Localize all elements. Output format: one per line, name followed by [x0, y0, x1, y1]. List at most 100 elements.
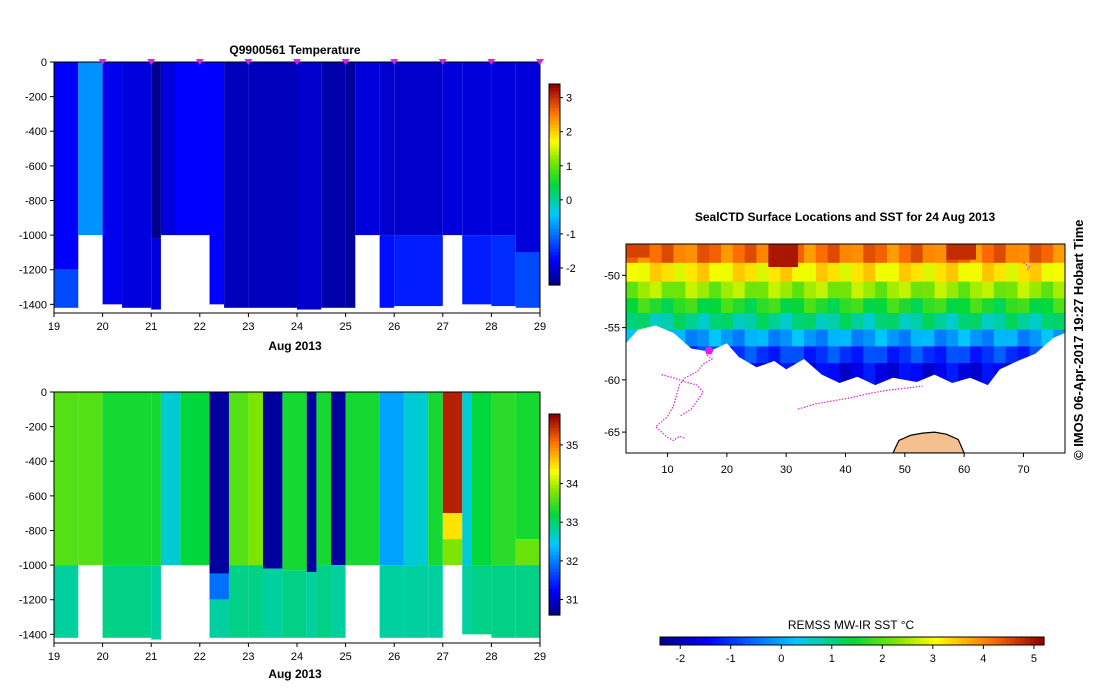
sst-cell	[898, 312, 912, 331]
sst-cell	[697, 298, 710, 314]
colorbar-step	[549, 127, 560, 132]
x-tick-label: 27	[437, 321, 449, 333]
sst-cell	[863, 346, 876, 364]
salinity-colorbar: 35 34 33 32 31	[548, 413, 578, 616]
sst-colorbar-step	[957, 637, 963, 645]
sst-cell	[839, 281, 853, 299]
sst-cell	[970, 281, 983, 299]
colorbar-step	[549, 457, 560, 462]
sst-cell	[851, 329, 864, 348]
sst-cell	[709, 298, 722, 314]
sst-cell	[946, 281, 959, 299]
sst-cell	[981, 244, 995, 264]
profile-cell	[515, 252, 540, 308]
profile-cell	[248, 392, 263, 566]
sst-cell	[720, 262, 734, 283]
sst-warm-patch	[768, 244, 799, 267]
antarctic-land	[892, 431, 965, 453]
colorbar-step	[549, 171, 560, 176]
profile-cell	[151, 238, 161, 310]
sst-cell	[649, 298, 663, 314]
sst-colorbar-step	[890, 637, 896, 645]
sst-cell	[851, 262, 864, 283]
x-tick-label: 28	[485, 321, 497, 333]
sst-colorbar-step	[756, 637, 762, 645]
sst-cell	[946, 312, 959, 331]
y-tick-label: -200	[25, 422, 47, 434]
sst-cell	[1017, 298, 1031, 314]
colorbar-step	[549, 514, 560, 519]
sst-cell	[875, 262, 888, 283]
profile-cell	[102, 565, 152, 638]
sst-colorbar-step	[832, 637, 839, 645]
profile-cell	[102, 62, 123, 305]
sst-colorbar-step	[784, 637, 791, 645]
sst-colorbar-step	[684, 637, 690, 645]
colorbar-step	[549, 444, 560, 449]
sst-colorbar-frame	[659, 636, 1045, 646]
sst-cell	[744, 262, 758, 283]
sst-cell	[970, 298, 983, 314]
sst-colorbar-step	[1020, 637, 1026, 645]
sst-cell	[697, 329, 710, 348]
lon-tick-label: 60	[958, 464, 970, 476]
profile-cell	[297, 62, 322, 310]
sst-colorbar-step	[780, 637, 786, 645]
sst-colorbar-step	[775, 637, 781, 645]
sst-cell	[839, 346, 853, 364]
sst-cell	[661, 298, 675, 314]
profile-cell	[282, 570, 307, 638]
colorbar-step	[549, 100, 560, 105]
sst-cell	[815, 298, 829, 314]
sst-cell	[673, 312, 686, 331]
colorbar-step	[549, 228, 560, 232]
sst-cell	[720, 312, 734, 331]
temperature-title: Q9900561 Temperature	[229, 43, 361, 57]
sst-cell	[803, 262, 817, 283]
profile-cell	[379, 235, 395, 308]
sst-cell	[934, 346, 947, 364]
sst-colorbar-step	[799, 637, 805, 645]
colorbar-step	[549, 154, 560, 159]
sst-cell	[851, 281, 864, 299]
profile-cell	[321, 62, 346, 308]
sst-colorbar-step	[717, 637, 723, 645]
sst-cell	[851, 298, 864, 314]
sst-cell	[649, 262, 663, 283]
y-tick-label: -600	[25, 161, 47, 173]
sst-colorbar-step	[852, 637, 858, 645]
profile-cell	[54, 565, 79, 638]
sst-cell	[1053, 262, 1065, 283]
colorbar-tick-label: 0	[566, 195, 572, 207]
profile-cell	[316, 392, 332, 566]
sst-cell	[697, 262, 710, 283]
sst-cell	[744, 298, 758, 314]
colorbar-step	[549, 521, 560, 526]
sst-colorbar-step	[900, 637, 906, 645]
sst-cell	[780, 329, 793, 348]
salinity-y-ticks: 0 -200 -400 -600 -800 -1000 -1200 -1400	[19, 387, 54, 641]
salinity-cells	[54, 392, 540, 640]
y-tick-label: -1200	[19, 265, 47, 277]
colorbar-tick-label: 2	[566, 127, 572, 139]
sst-colorbar-step	[986, 637, 992, 645]
sst-cell	[815, 262, 829, 283]
sst-cell	[697, 281, 710, 299]
colorbar-step	[549, 417, 560, 422]
sst-cell	[780, 298, 793, 314]
sst-cell	[685, 312, 698, 331]
colorbar-step	[549, 174, 560, 179]
sst-cell	[661, 312, 675, 331]
sst-warm-patch	[626, 244, 650, 258]
temperature-y-ticks: 0 -200 -400 -600 -800 -1000 -1200 -1400	[19, 57, 54, 311]
x-tick-label: 20	[96, 651, 108, 663]
colorbar-step	[549, 254, 560, 259]
colorbar-step	[549, 221, 560, 226]
sst-colorbar-step	[698, 637, 704, 645]
sst-colorbar-step	[871, 637, 877, 645]
sst-colorbar-step	[708, 637, 714, 645]
sst-cell	[839, 262, 853, 283]
sst-colorbar-step	[962, 637, 968, 645]
sst-cell	[1029, 262, 1042, 283]
sst-cell	[732, 281, 746, 299]
